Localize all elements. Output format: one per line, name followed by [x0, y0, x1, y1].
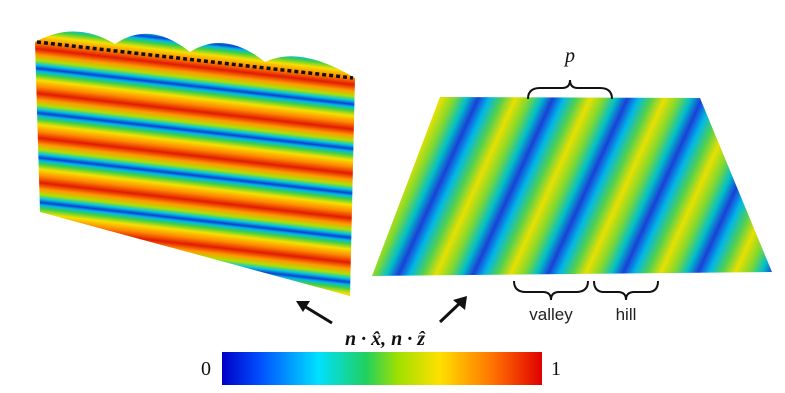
brace	[527, 79, 613, 100]
right-texture	[372, 97, 772, 276]
brace	[513, 280, 589, 301]
colorbar-tick-label: 0	[201, 358, 211, 380]
quantity-label: n · x̂, n · ẑ	[345, 328, 426, 350]
brace	[593, 280, 659, 301]
valley-label: valley	[529, 305, 573, 324]
colorbar-tick-label: 1	[551, 358, 561, 380]
arrows	[296, 296, 467, 325]
left-texture	[35, 31, 355, 296]
period-label: p	[563, 45, 575, 67]
colorbar	[222, 352, 542, 385]
hill-label: hill	[616, 305, 637, 324]
